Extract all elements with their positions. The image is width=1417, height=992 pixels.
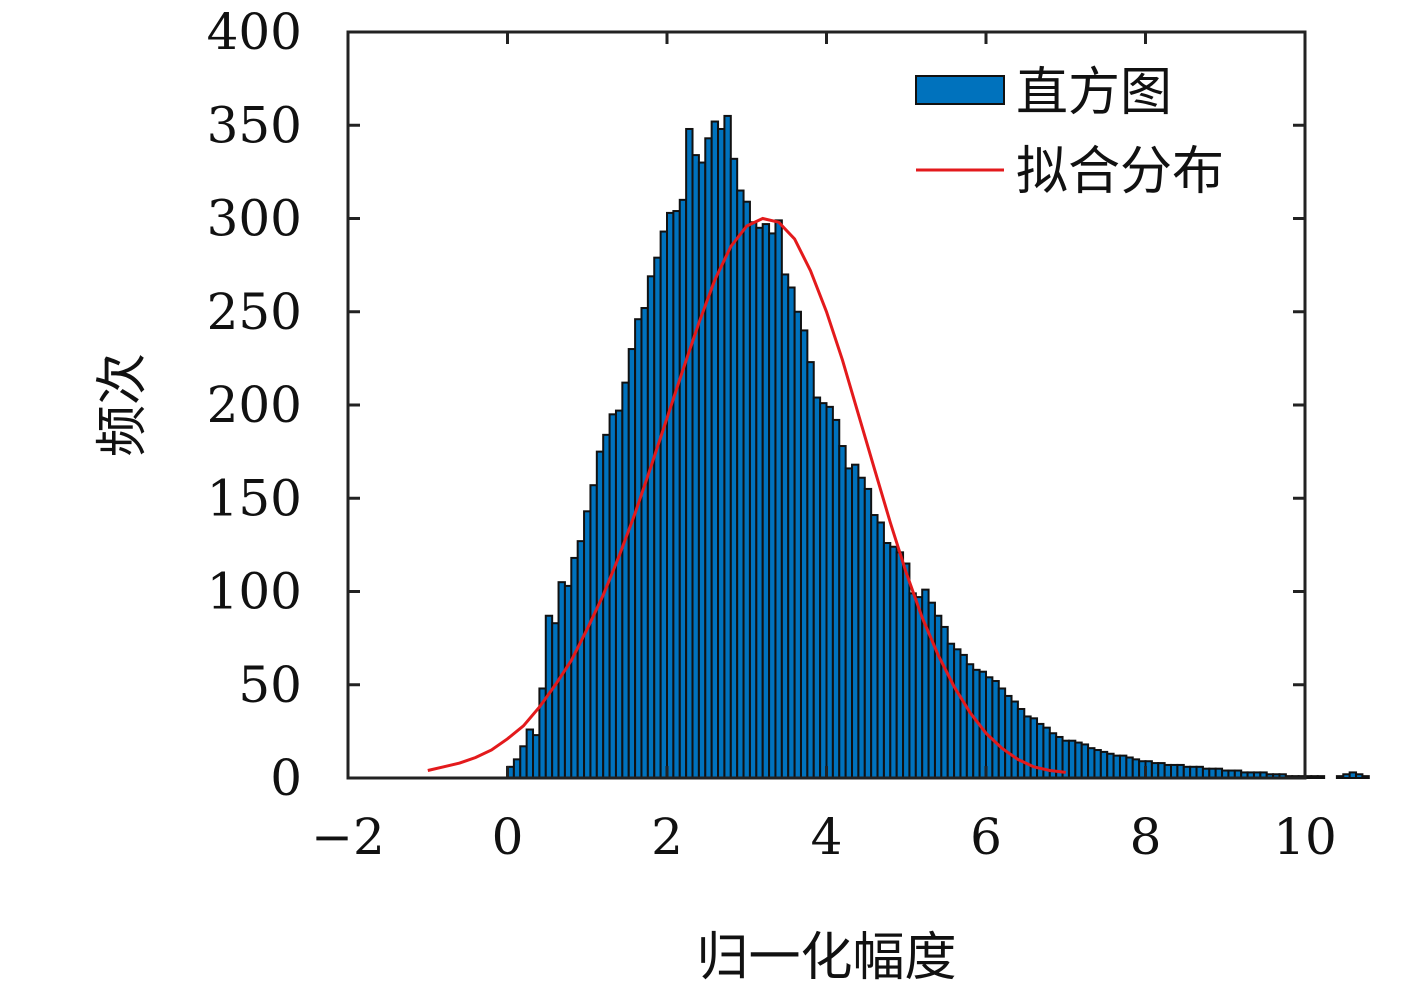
- y-tick-label: 100: [207, 563, 302, 621]
- x-tick-label: 0: [492, 808, 524, 866]
- legend-label-fit: 拟合分布: [1016, 142, 1224, 202]
- y-tick-label: 150: [207, 469, 302, 527]
- y-axis-ticks: 0 50 100 150 200 250 300 350 400: [207, 3, 1305, 807]
- y-tick-label: 200: [207, 376, 302, 434]
- x-tick-label: 4: [811, 808, 843, 866]
- legend-bar-swatch: [915, 75, 1005, 105]
- x-tick-label: −2: [311, 808, 385, 866]
- x-tick-label: 8: [1130, 808, 1162, 866]
- x-axis-ticks: −2 0 2 4 6 8 10: [311, 32, 1337, 866]
- y-tick-label: 0: [270, 749, 302, 807]
- legend-label-histogram: 直方图: [1016, 63, 1172, 123]
- x-tick-label: 6: [970, 808, 1002, 866]
- histogram-bars: [506, 114, 1370, 780]
- histogram-bar: [1361, 775, 1370, 780]
- x-axis-label: 归一化幅度: [696, 928, 956, 988]
- y-tick-label: 350: [207, 96, 302, 154]
- y-axis-label: 频次: [93, 353, 153, 457]
- legend: 直方图 拟合分布: [915, 63, 1224, 202]
- histogram-bar: [1316, 775, 1326, 780]
- x-tick-label: 10: [1273, 808, 1337, 866]
- y-tick-label: 50: [238, 656, 302, 714]
- y-tick-label: 300: [207, 190, 302, 248]
- fit-distribution-line: [427, 216, 1066, 774]
- x-tick-label: 2: [651, 808, 683, 866]
- y-tick-label: 400: [207, 3, 302, 61]
- y-tick-label: 250: [207, 283, 302, 341]
